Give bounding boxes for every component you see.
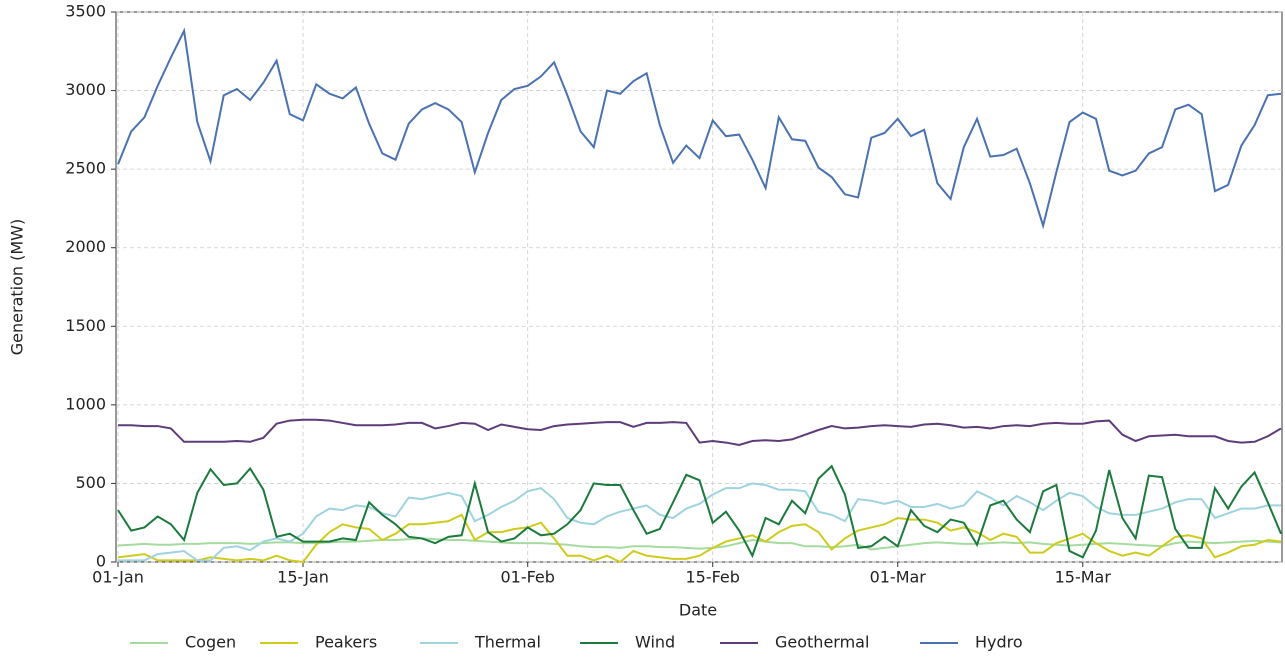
x-axis-label: Date — [679, 601, 717, 620]
legend-label: Hydro — [975, 633, 1023, 652]
line — [118, 418, 1282, 446]
legend-label: Wind — [635, 633, 675, 652]
line — [117, 464, 1282, 559]
y-tick-label: 2500 — [65, 159, 106, 178]
line — [117, 513, 1282, 564]
legend-label: Thermal — [474, 633, 541, 652]
legend-label: Peakers — [315, 633, 377, 652]
legend-label: Cogen — [185, 633, 236, 652]
y-tick-label: 500 — [75, 473, 106, 492]
y-tick-label: 3000 — [65, 80, 106, 99]
x-tick-label: 15-Feb — [685, 568, 739, 587]
y-tick-label: 0 — [96, 552, 106, 571]
x-tick-label: 01-Mar — [870, 568, 927, 587]
x-tick-label: 01-Feb — [500, 568, 554, 587]
y-axis-label: Generation (MW) — [8, 219, 27, 355]
x-tick-label: 15-Jan — [277, 568, 329, 587]
legend-label: Geothermal — [775, 633, 869, 652]
line — [117, 27, 1282, 230]
x-tick-label: 01-Jan — [92, 568, 144, 587]
x-tick-label: 15-Mar — [1055, 568, 1112, 587]
line — [117, 537, 1282, 551]
y-tick-label: 1000 — [65, 394, 106, 413]
y-tick-label: 2000 — [65, 237, 106, 256]
line — [118, 482, 1281, 562]
y-tick-label: 1500 — [65, 316, 106, 335]
y-tick-label: 3500 — [65, 2, 106, 21]
